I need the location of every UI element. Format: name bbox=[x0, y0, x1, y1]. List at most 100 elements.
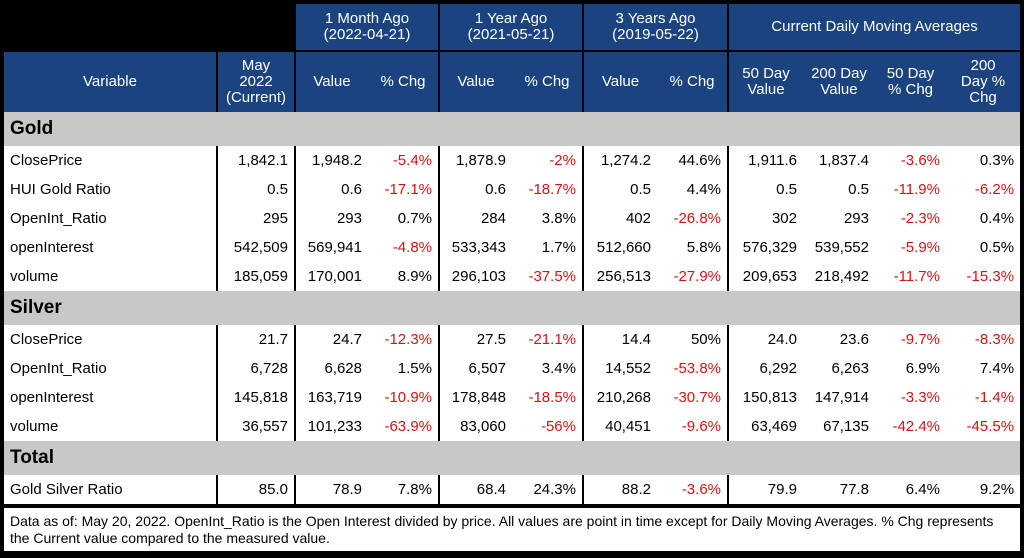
variable-cell: openInterest bbox=[4, 233, 218, 262]
header-ma200-chg: 200 Day % Chg bbox=[946, 52, 1021, 112]
variable-cell: ClosePrice bbox=[4, 325, 218, 354]
header-group-1-month: 1 Month Ago (2022-04-21) bbox=[296, 4, 440, 52]
value-cell: 4.4% bbox=[657, 175, 729, 204]
value-cell: 24.3% bbox=[512, 475, 584, 504]
value-cell: 78.9 bbox=[296, 475, 368, 504]
variable-cell: volume bbox=[4, 412, 218, 441]
value-cell: 5.8% bbox=[657, 233, 729, 262]
value-cell: -5.4% bbox=[368, 146, 440, 175]
value-cell: 0.7% bbox=[368, 204, 440, 233]
value-cell: -56% bbox=[512, 412, 584, 441]
header-ma50-chg: 50 Day% Chg bbox=[875, 52, 946, 112]
table-row: ClosePrice 21.7 24.7 -12.3% 27.5 -21.1% 14.4 50… bbox=[4, 325, 1021, 354]
value-cell: 170,001 bbox=[296, 262, 368, 291]
section-title: Silver bbox=[4, 291, 1021, 325]
header-current: May 2022 (Current) bbox=[218, 52, 296, 112]
variable-cell: ClosePrice bbox=[4, 146, 218, 175]
header-ma200-value: 200 Day Value bbox=[803, 52, 875, 112]
value-cell: 3.4% bbox=[512, 354, 584, 383]
table-row: Gold Silver Ratio 85.0 78.9 7.8% 68.4 24.3% 88… bbox=[4, 475, 1021, 504]
header-blank bbox=[4, 4, 296, 52]
value-cell: 0.3% bbox=[946, 146, 1021, 175]
header-chg-3y: % Chg bbox=[657, 52, 729, 112]
value-cell: 185,059 bbox=[218, 262, 296, 291]
variable-cell: OpenInt_Ratio bbox=[4, 204, 218, 233]
value-cell: -2.3% bbox=[875, 204, 946, 233]
variable-cell: openInterest bbox=[4, 383, 218, 412]
value-cell: -15.3% bbox=[946, 262, 1021, 291]
value-cell: 569,941 bbox=[296, 233, 368, 262]
value-cell: -11.9% bbox=[875, 175, 946, 204]
value-cell: 27.5 bbox=[440, 325, 512, 354]
variable-cell: volume bbox=[4, 262, 218, 291]
header-value-3y: Value bbox=[584, 52, 657, 112]
value-cell: 1,274.2 bbox=[584, 146, 657, 175]
table-row: ClosePrice 1,842.1 1,948.2 -5.4% 1,878.9 -2% 1… bbox=[4, 146, 1021, 175]
value-cell: 512,660 bbox=[584, 233, 657, 262]
value-cell: 7.4% bbox=[946, 354, 1021, 383]
value-cell: 293 bbox=[803, 204, 875, 233]
value-cell: 7.8% bbox=[368, 475, 440, 504]
value-cell: -2% bbox=[512, 146, 584, 175]
value-cell: -1.4% bbox=[946, 383, 1021, 412]
value-cell: 83,060 bbox=[440, 412, 512, 441]
header-value-1y: Value bbox=[440, 52, 512, 112]
value-cell: 210,268 bbox=[584, 383, 657, 412]
table-row: openInterest 145,818 163,719 -10.9% 178,848-… bbox=[4, 383, 1021, 412]
variable-cell: HUI Gold Ratio bbox=[4, 175, 218, 204]
table-body: Gold ClosePrice 1,842.1 1,948.2 -5.4% 1,878.9… bbox=[4, 112, 1021, 504]
value-cell: 1.7% bbox=[512, 233, 584, 262]
value-cell: -37.5% bbox=[512, 262, 584, 291]
value-cell: 24.0 bbox=[729, 325, 803, 354]
value-cell: -4.8% bbox=[368, 233, 440, 262]
value-cell: 24.7 bbox=[296, 325, 368, 354]
value-cell: -17.1% bbox=[368, 175, 440, 204]
header-chg-1m: % Chg bbox=[368, 52, 440, 112]
value-cell: 178,848 bbox=[440, 383, 512, 412]
value-cell: -11.7% bbox=[875, 262, 946, 291]
value-cell: 6,507 bbox=[440, 354, 512, 383]
value-cell: -5.9% bbox=[875, 233, 946, 262]
value-cell: 44.6% bbox=[657, 146, 729, 175]
value-cell: 1.5% bbox=[368, 354, 440, 383]
value-cell: 6,628 bbox=[296, 354, 368, 383]
value-cell: -53.8% bbox=[657, 354, 729, 383]
value-cell: -45.5% bbox=[946, 412, 1021, 441]
value-cell: 284 bbox=[440, 204, 512, 233]
value-cell: 150,813 bbox=[729, 383, 803, 412]
section-header-total: Total bbox=[4, 441, 1021, 475]
value-cell: 1,842.1 bbox=[218, 146, 296, 175]
data-table-container: 1 Month Ago (2022-04-21) 1 Year Ago (2021-… bbox=[4, 4, 1021, 554]
table-row: OpenInt_Ratio 295 293 0.7% 284 3.8% 402 -26.8% 3… bbox=[4, 204, 1021, 233]
value-cell: 6,728 bbox=[218, 354, 296, 383]
table-row: HUI Gold Ratio 0.5 0.6 -17.1% 0.6 -18.7% 0.5 4.… bbox=[4, 175, 1021, 204]
value-cell: 1,948.2 bbox=[296, 146, 368, 175]
value-cell: -42.4% bbox=[875, 412, 946, 441]
value-cell: 36,557 bbox=[218, 412, 296, 441]
value-cell: 576,329 bbox=[729, 233, 803, 262]
value-cell: -8.3% bbox=[946, 325, 1021, 354]
value-cell: 63,469 bbox=[729, 412, 803, 441]
table-row: volume 185,059 170,001 8.9% 296,103 -37.5% 256… bbox=[4, 262, 1021, 291]
value-cell: 209,653 bbox=[729, 262, 803, 291]
value-cell: 1,878.9 bbox=[440, 146, 512, 175]
value-cell: 296,103 bbox=[440, 262, 512, 291]
table-row: openInterest 542,509 569,941 -4.8% 533,343 1.… bbox=[4, 233, 1021, 262]
value-cell: 21.7 bbox=[218, 325, 296, 354]
value-cell: 79.9 bbox=[729, 475, 803, 504]
value-cell: 256,513 bbox=[584, 262, 657, 291]
variable-cell: Gold Silver Ratio bbox=[4, 475, 218, 504]
value-cell: 50% bbox=[657, 325, 729, 354]
value-cell: -26.8% bbox=[657, 204, 729, 233]
value-cell: 6,292 bbox=[729, 354, 803, 383]
value-cell: -63.9% bbox=[368, 412, 440, 441]
value-cell: 8.9% bbox=[368, 262, 440, 291]
value-cell: 0.5 bbox=[584, 175, 657, 204]
value-cell: -18.7% bbox=[512, 175, 584, 204]
value-cell: 0.5 bbox=[729, 175, 803, 204]
value-cell: 145,818 bbox=[218, 383, 296, 412]
header-variable: Variable bbox=[4, 52, 218, 112]
value-cell: 147,914 bbox=[803, 383, 875, 412]
value-cell: 0.5% bbox=[946, 233, 1021, 262]
value-cell: 6,263 bbox=[803, 354, 875, 383]
